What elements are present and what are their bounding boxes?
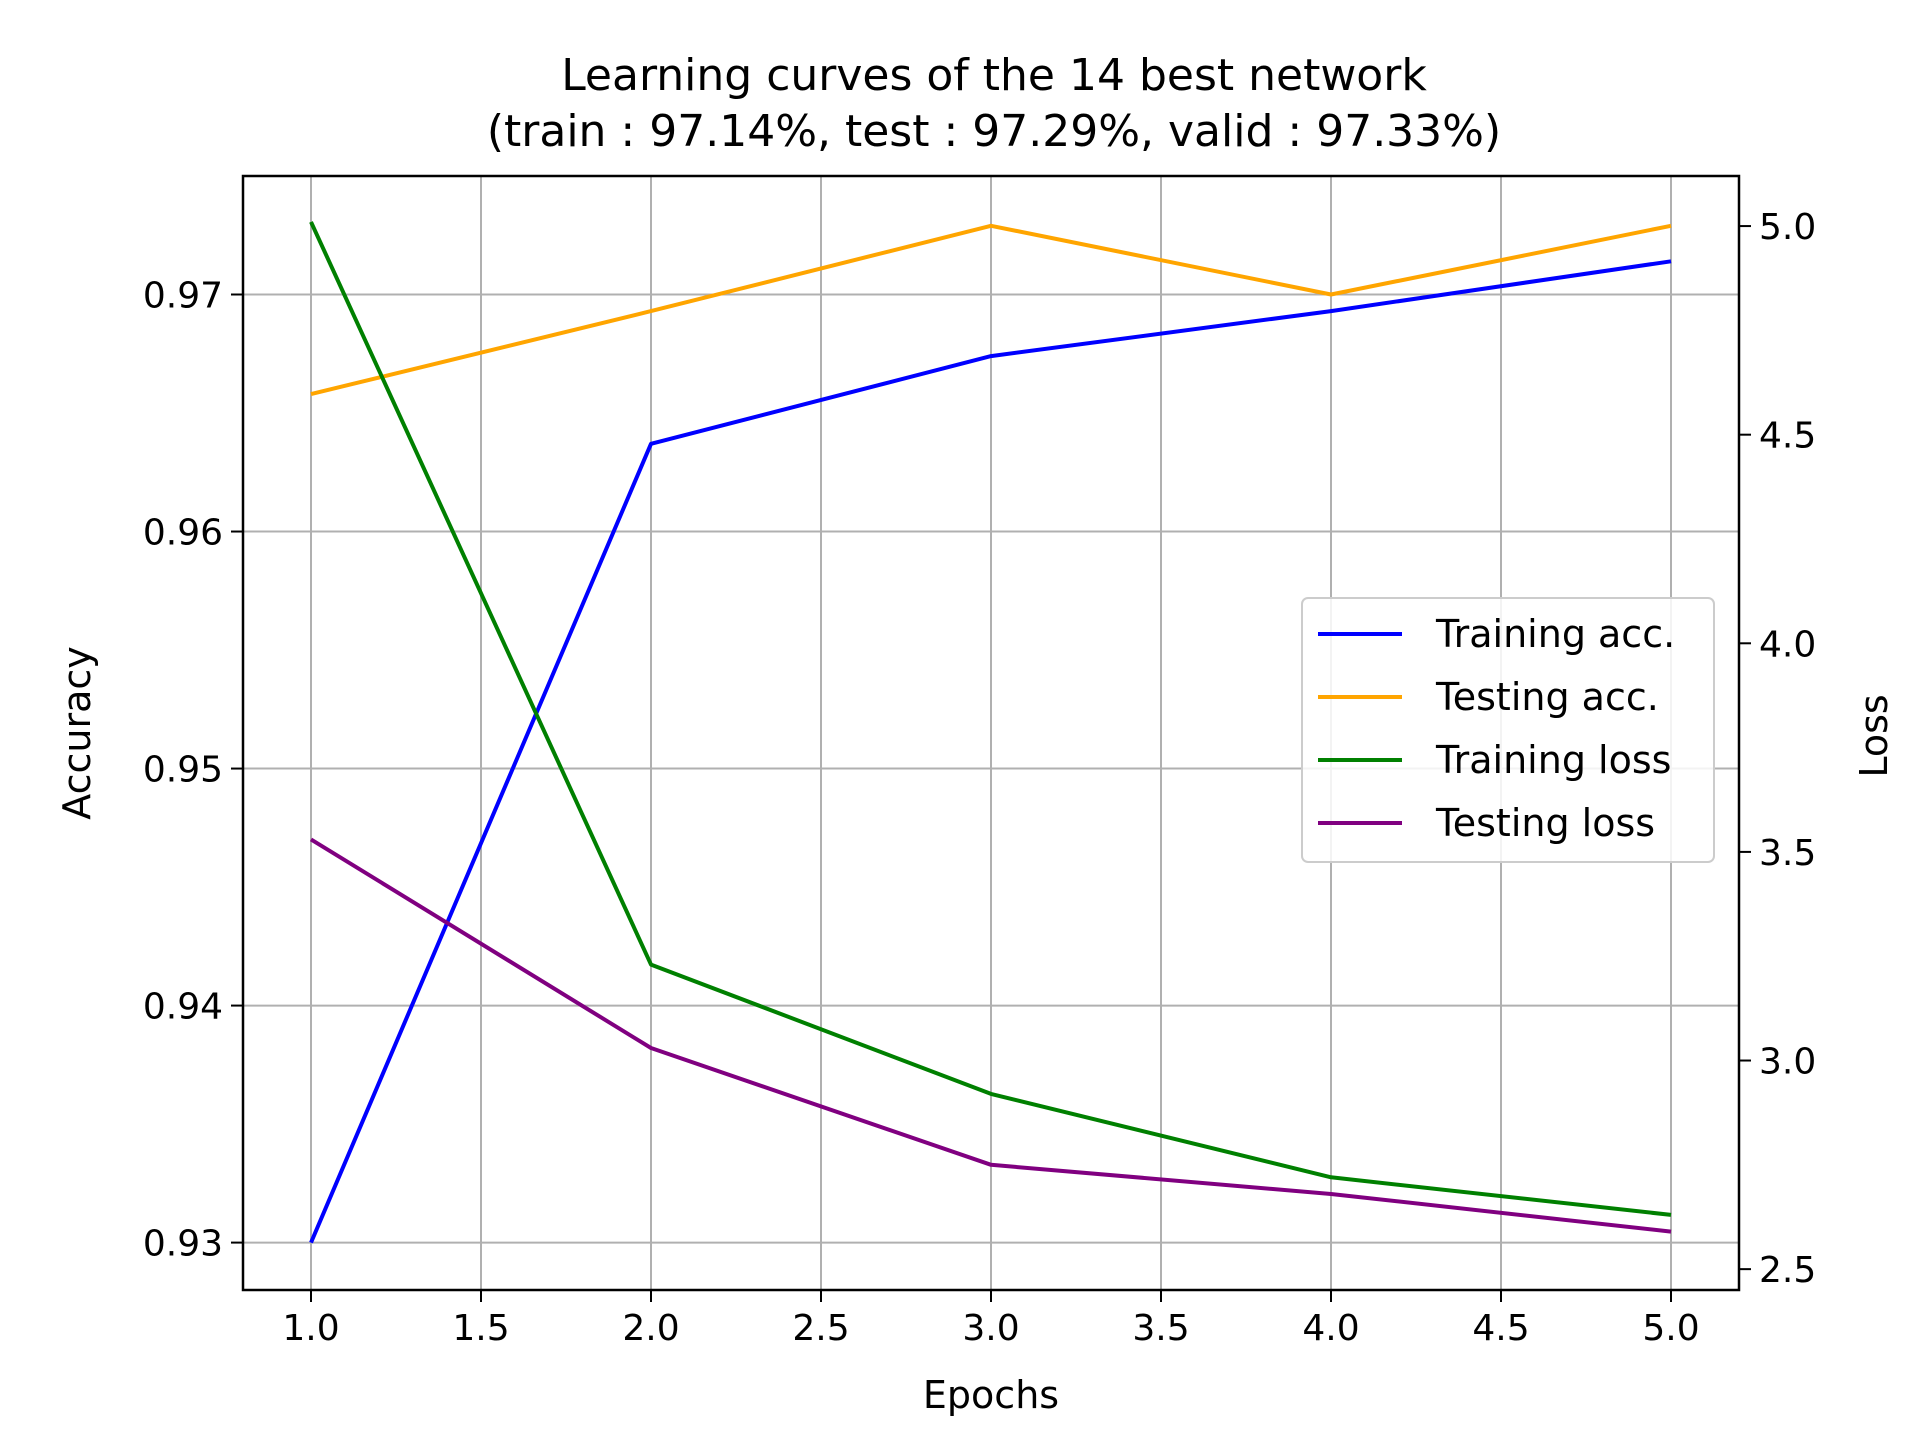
y2-tick-label: 3.0 [1759,1042,1816,1083]
chart-title: Learning curves of the 14 best network [561,50,1427,101]
legend-label-2: Training loss [1435,738,1671,782]
series-line-0 [309,259,1672,1244]
grid-lines [243,176,1739,1290]
chart-subtitle: (train : 97.14%, test : 97.29%, valid : … [487,106,1501,157]
x-tick-label: 1.0 [282,1308,339,1349]
x-tick-label: 4.5 [1472,1308,1529,1349]
y-tick-label: 0.96 [143,513,223,554]
legend-label-3: Testing loss [1435,801,1655,845]
x-tick-label: 2.5 [792,1308,849,1349]
y-tick-label: 0.93 [143,1224,223,1265]
y2-tick-label: 3.5 [1759,833,1816,874]
x-tick-label: 4.0 [1302,1308,1359,1349]
y2-tick-label: 2.5 [1759,1250,1816,1291]
y-tick-label: 0.97 [143,276,223,317]
y2-tick-label: 4.0 [1759,624,1816,665]
legend: Training acc. Testing acc. Training loss Te… [1301,597,1715,863]
x-tick-label: 3.0 [962,1308,1019,1349]
series-line-3 [309,837,1672,1234]
x-tick-label: 2.0 [622,1308,679,1349]
series-line-1 [310,223,1672,397]
y-axis-label: Accuracy [55,646,99,820]
y2-tick-label: 5.0 [1759,207,1816,248]
y2-axis-label: Loss [1852,694,1896,777]
x-axis-label: Epochs [923,1373,1059,1417]
x-tick-label: 5.0 [1642,1308,1699,1349]
axis-ticks: 1.0 1.5 2.0 2.5 3.0 3.5 4.0 4.5 5.0 0.93 0.94 0.95 0… [143,207,1816,1349]
x-tick-label: 1.5 [452,1308,509,1349]
legend-box [1301,597,1715,863]
x-tick-label: 3.5 [1132,1308,1189,1349]
y2-tick-label: 4.5 [1759,416,1816,457]
legend-label-0: Training acc. [1435,612,1675,656]
series-line-2 [309,221,1672,1217]
y-tick-label: 0.94 [143,987,223,1028]
y-tick-label: 0.95 [143,750,223,791]
legend-label-1: Testing acc. [1435,675,1659,719]
series-lines [309,221,1672,1244]
